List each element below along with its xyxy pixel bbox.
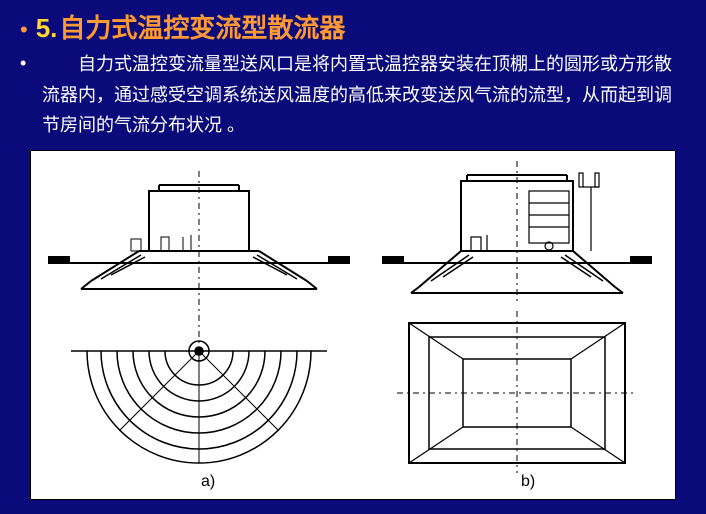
body-text: 自力式温控变流量型送风口是将内置式温控器安装在顶棚上的圆形或方形散流器内，通过感… [42,49,686,141]
right-bottom-view [397,311,637,473]
figure-label-a: a) [201,473,215,491]
left-bottom-view [71,341,327,463]
body-bullet-icon: • [20,49,32,78]
figure-label-b: b) [521,473,535,491]
diffuser-diagram [31,151,675,499]
body-line: • 自力式温控变流量型送风口是将内置式温控器安装在顶棚上的圆形或方形散流器内，通… [20,49,686,141]
figure-panel: a) b) [30,150,676,500]
section-number: 5. [36,13,58,44]
slide-title: 自力式温控变流型散流器 [59,8,345,45]
title-line: • 5. 自力式温控变流型散流器 [20,8,686,45]
title-bullet-icon: • [20,19,28,41]
right-side-view [383,161,651,301]
slide: • 5. 自力式温控变流型散流器 • 自力式温控变流量型送风口是将内置式温控器安… [0,0,706,514]
